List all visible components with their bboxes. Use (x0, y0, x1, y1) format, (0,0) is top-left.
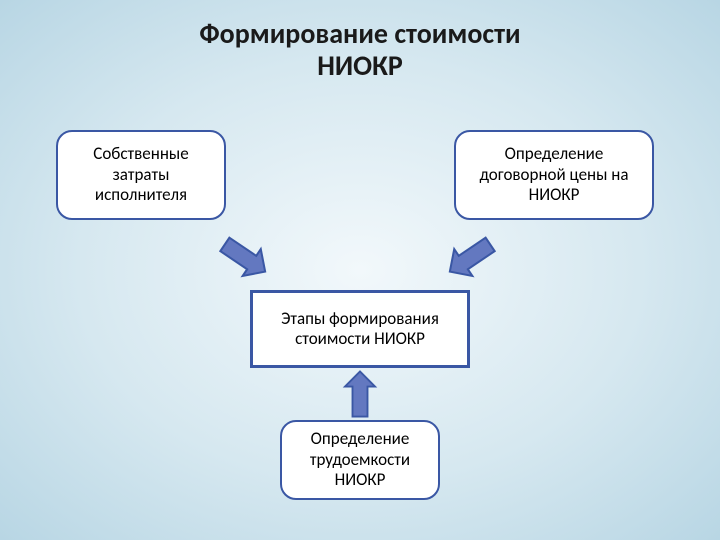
node-contract-price-label: Определение договорной цены на НИОКР (464, 144, 644, 205)
arrow-right (441, 231, 499, 285)
node-labor-intensity: Определение трудоемкости НИОКР (280, 420, 440, 500)
arrow-up (345, 372, 375, 417)
title-line-1: Формирование стоимости (0, 18, 720, 50)
node-stages: Этапы формирования стоимости НИОКР (250, 290, 470, 368)
slide-title: Формирование стоимости НИОКР (0, 18, 720, 82)
title-line-2: НИОКР (0, 50, 720, 82)
node-stages-label: Этапы формирования стоимости НИОКР (261, 309, 459, 350)
node-labor-intensity-label: Определение трудоемкости НИОКР (290, 429, 430, 490)
node-own-costs: Собственные затраты исполнителя (56, 130, 226, 220)
node-own-costs-label: Собственные затраты исполнителя (66, 144, 216, 205)
arrow-left (216, 231, 274, 285)
node-contract-price: Определение договорной цены на НИОКР (454, 130, 654, 220)
